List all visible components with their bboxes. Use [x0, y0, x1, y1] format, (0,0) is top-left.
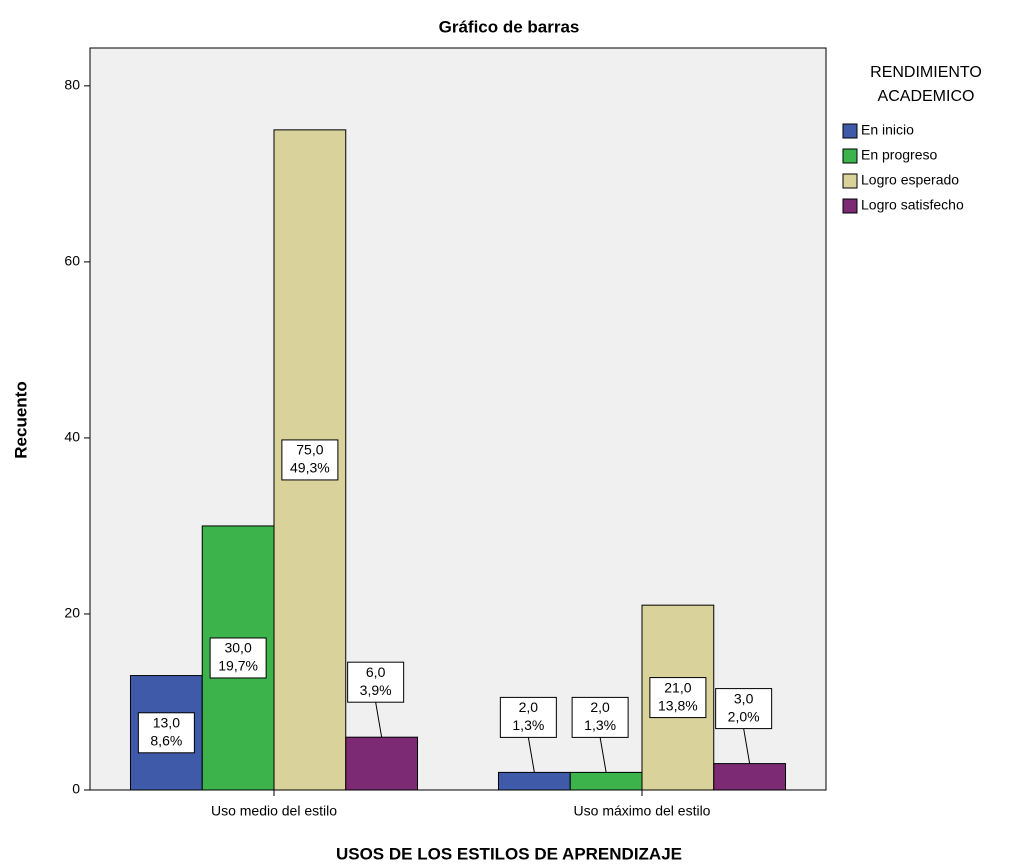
data-label-percent: 19,7%: [218, 658, 258, 674]
bar: [713, 763, 787, 791]
label-box: [347, 661, 405, 703]
label-leader: [743, 728, 751, 764]
label-box: [281, 439, 339, 481]
y-tick-label: 40: [64, 429, 80, 445]
data-label-percent: 8,6%: [150, 732, 182, 748]
legend-title: ACADEMICO: [878, 88, 975, 105]
legend-swatch: [842, 148, 858, 164]
data-label: 2,0: [519, 699, 539, 715]
label-box: [715, 688, 773, 730]
legend-swatch: [842, 173, 858, 189]
label-box: [209, 637, 267, 679]
data-label: 6,0: [366, 664, 386, 680]
chart-title: Gráfico de barras: [439, 17, 580, 36]
bar: [497, 771, 571, 791]
x-tick-label: Uso medio del estilo: [211, 803, 337, 819]
label-box: [571, 696, 629, 738]
data-label-percent: 13,8%: [658, 697, 698, 713]
data-label: 3,0: [734, 690, 754, 706]
y-tick-label: 20: [64, 605, 80, 621]
label-leader: [375, 702, 383, 738]
data-label: 21,0: [664, 679, 691, 695]
legend-swatch: [842, 198, 858, 214]
legend-label: En progreso: [861, 147, 937, 163]
data-label-percent: 1,3%: [512, 717, 544, 733]
x-axis-title: USOS DE LOS ESTILOS DE APRENDIZAJE: [336, 844, 682, 863]
legend-label: En inicio: [861, 122, 914, 138]
bar: [345, 736, 419, 791]
data-label: 75,0: [296, 442, 323, 458]
label-box: [137, 712, 195, 754]
y-tick-label: 60: [64, 253, 80, 269]
data-label: 13,0: [153, 714, 180, 730]
legend-label: Logro satisfecho: [861, 197, 964, 213]
data-label-percent: 2,0%: [728, 708, 760, 724]
label-box: [649, 677, 707, 719]
legend-title: RENDIMIENTO: [870, 64, 982, 81]
y-axis-title: Recuento: [11, 381, 30, 458]
data-label-percent: 49,3%: [290, 460, 330, 476]
data-label-percent: 3,9%: [360, 682, 392, 698]
data-label: 30,0: [224, 640, 251, 656]
legend-label: Logro esperado: [861, 172, 959, 188]
bar: [569, 771, 643, 791]
y-tick-label: 0: [72, 781, 80, 797]
label-box: [499, 696, 557, 738]
data-label: 2,0: [590, 699, 610, 715]
legend-swatch: [842, 123, 858, 139]
y-tick-label: 80: [64, 77, 80, 93]
label-leader: [527, 737, 535, 773]
x-tick-label: Uso máximo del estilo: [574, 803, 711, 819]
label-leader: [599, 737, 607, 773]
data-label-percent: 1,3%: [584, 717, 616, 733]
